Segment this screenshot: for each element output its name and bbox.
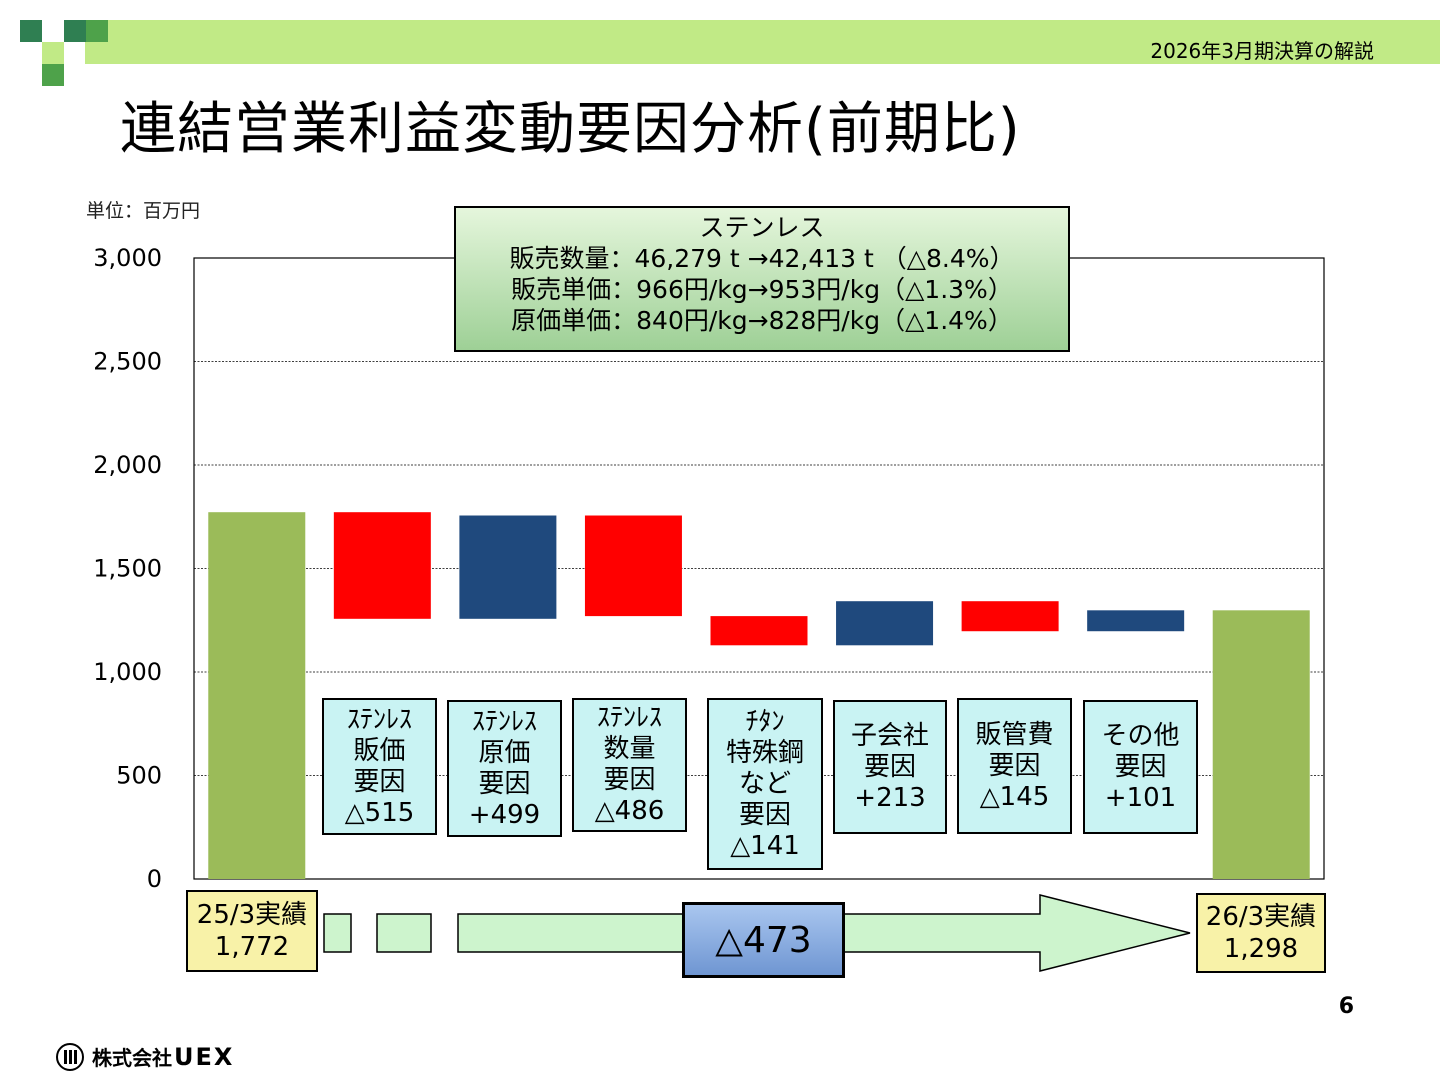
change-summary-box: △473 xyxy=(682,902,845,978)
factor-label-line: 販管費 xyxy=(975,719,1054,750)
unit-label: 単位：百万円 xyxy=(86,200,201,222)
y-tick-label: 2,500 xyxy=(93,348,162,376)
total-bar xyxy=(1212,610,1310,879)
factor-label-line: 特殊鋼 xyxy=(725,737,804,768)
factor-label-line: ｽﾃﾝﾚｽ xyxy=(346,704,412,735)
increase-bar xyxy=(836,601,934,646)
factor-label-box: ｽﾃﾝﾚｽ 販価 要因 △515 xyxy=(322,698,437,835)
factor-label-line: 数量 xyxy=(603,734,656,764)
factor-label-line: 要因 xyxy=(738,799,791,830)
y-tick-label: 3,000 xyxy=(93,244,162,272)
decrease-bar xyxy=(961,601,1059,632)
decrease-bar xyxy=(333,512,431,619)
factor-label-box: ｽﾃﾝﾚｽ 原価 要因 +499 xyxy=(447,700,562,837)
header-band xyxy=(85,20,1440,64)
arrow-segment xyxy=(323,913,352,953)
factor-label-line: 原価 xyxy=(478,737,531,768)
header-caption: 2026年3月期決算の解説 xyxy=(1150,39,1374,63)
factor-label-box: ﾁﾀﾝ 特殊鋼 など 要因 △141 xyxy=(707,698,823,870)
factor-label-line: その他 xyxy=(1101,720,1180,751)
increase-bar xyxy=(1087,610,1185,632)
factor-label-line: 要因 xyxy=(988,750,1041,781)
factor-label-line: ｽﾃﾝﾚｽ xyxy=(596,703,662,733)
factor-label-box: 子会社 要因 +213 xyxy=(833,700,947,834)
company-logo: 株式会社 UEX xyxy=(56,1042,234,1071)
start-total-value: 1,772 xyxy=(214,932,290,962)
info-line: 販売数量：46,279 t →42,413 t （△8.4%） xyxy=(509,244,1015,273)
total-bar xyxy=(208,512,306,879)
factor-value: △515 xyxy=(344,797,415,828)
factor-label-line: 要因 xyxy=(478,768,531,799)
factor-value: +213 xyxy=(854,782,926,813)
decorative-square xyxy=(86,20,108,42)
factor-label-box: その他 要因 +101 xyxy=(1083,700,1198,834)
factor-label-line: など xyxy=(738,768,791,799)
factor-value: △486 xyxy=(594,796,665,826)
decorative-square xyxy=(20,20,42,42)
arrow-segment xyxy=(376,913,432,953)
end-total-label: 26/3実績 xyxy=(1205,902,1317,932)
stainless-info-box: ステンレス 販売数量：46,279 t →42,413 t （△8.4%） 販売… xyxy=(454,206,1070,352)
company-prefix: 株式会社 xyxy=(92,1046,172,1070)
end-total-value: 1,298 xyxy=(1223,934,1299,964)
factor-value: △141 xyxy=(730,830,800,861)
factor-label-line: 販価 xyxy=(353,735,406,766)
change-summary-value: △473 xyxy=(715,919,812,961)
factor-label-box: ｽﾃﾝﾚｽ 数量 要因 △486 xyxy=(572,698,687,832)
decorative-square xyxy=(64,20,86,42)
info-line: 販売単価：966円/kg→953円/kg（△1.3%） xyxy=(511,275,1013,304)
factor-value: △145 xyxy=(979,781,1050,812)
y-tick-label: 1,000 xyxy=(93,658,162,686)
decorative-square xyxy=(42,42,64,64)
decrease-bar xyxy=(584,515,682,617)
factor-label-line: 要因 xyxy=(353,766,406,797)
info-heading: ステンレス xyxy=(699,213,825,242)
factor-label-line: 要因 xyxy=(603,765,656,795)
page-title: 連結営業利益変動要因分析(前期比) xyxy=(120,97,1021,162)
y-tick-label: 500 xyxy=(116,762,162,790)
start-total-label: 25/3実績 xyxy=(196,900,308,930)
increase-bar xyxy=(459,515,557,619)
start-total-box: 25/3実績 1,772 xyxy=(186,890,318,972)
company-brand: UEX xyxy=(174,1042,235,1071)
factor-label-line: 要因 xyxy=(1114,751,1167,782)
factor-value: +101 xyxy=(1104,782,1177,813)
y-tick-label: 2,000 xyxy=(93,451,162,479)
factor-label-line: 要因 xyxy=(863,751,916,782)
end-total-box: 26/3実績 1,298 xyxy=(1196,893,1326,973)
y-tick-label: 1,500 xyxy=(93,555,162,583)
factor-label-box: 販管費 要因 △145 xyxy=(957,698,1072,834)
y-tick-label: 0 xyxy=(147,865,162,893)
factor-label-line: ｽﾃﾝﾚｽ xyxy=(471,706,537,737)
factor-label-line: ﾁﾀﾝ xyxy=(745,706,785,737)
decorative-square xyxy=(42,64,64,86)
info-line: 原価単価：840円/kg→828円/kg（△1.4%） xyxy=(511,306,1013,335)
factor-label-line: 子会社 xyxy=(850,720,929,751)
decrease-bar xyxy=(710,616,808,646)
page-number: 6 xyxy=(1338,994,1354,1019)
factor-value: +499 xyxy=(468,799,541,830)
company-mark-icon xyxy=(56,1042,84,1071)
